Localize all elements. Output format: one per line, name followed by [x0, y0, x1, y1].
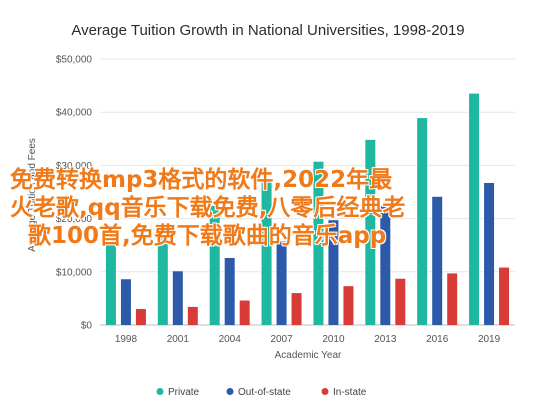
y-tick-label: $30,000 [56, 161, 93, 172]
bars [105, 93, 510, 325]
y-tick-label: $20,000 [56, 214, 93, 225]
bar-in-state [187, 306, 198, 325]
x-tick-label: 2004 [219, 334, 242, 345]
x-tick-label: 2016 [426, 334, 449, 345]
bar-private [157, 226, 168, 325]
overlay-line-3: 歌100首,免费下载歌曲的音乐app [28, 223, 387, 249]
bar-out-of-state [120, 279, 131, 325]
legend-marker [226, 388, 234, 395]
bar-in-state [291, 293, 302, 325]
bar-out-of-state [328, 220, 339, 325]
y-tick-label: $0 [81, 321, 93, 332]
legend: Private Out-of-state In-state [156, 387, 367, 398]
bar-out-of-state [172, 271, 183, 325]
bar-private [417, 118, 428, 325]
bar-out-of-state [484, 182, 495, 325]
x-tick-label: 2001 [167, 334, 190, 345]
bar-private [313, 161, 324, 325]
y-axis-title: Average Tuition and Fees [27, 138, 38, 252]
gridlines [100, 58, 515, 326]
legend-label: In-state [333, 387, 367, 398]
bar-private [261, 182, 272, 325]
bar-in-state [447, 273, 458, 325]
bar-in-state [135, 309, 146, 325]
bar-in-state [343, 286, 354, 325]
legend-marker [321, 388, 329, 395]
y-tick-label: $40,000 [56, 108, 93, 119]
bar-out-of-state [380, 206, 391, 325]
bar-out-of-state [432, 196, 443, 325]
bar-out-of-state [276, 241, 287, 325]
overlay-line-2: 火老歌,qq音乐下载免费,八零后经典老 [10, 195, 406, 221]
bar-out-of-state [224, 257, 235, 325]
bar-private [209, 205, 220, 325]
chart-title: Average Tuition Growth in National Unive… [71, 22, 464, 39]
watermark-overlay-text: 免费转换mp3格式的软件,2022年最 火老歌,qq音乐下载免费,八零后经典老 … [0, 166, 550, 250]
bar-in-state [499, 267, 510, 325]
y-tick-label: $10,000 [56, 267, 93, 278]
x-tick-label: 1998 [115, 334, 138, 345]
x-tick-label: 2010 [322, 334, 345, 345]
x-tick-label: 2007 [270, 334, 293, 345]
bar-private [105, 233, 116, 325]
bar-in-state [395, 278, 406, 325]
y-tick-label: $50,000 [56, 55, 93, 66]
y-axis-ticks: $0 $10,000 $20,000 $30,000 $40,000 $50,000 [56, 55, 93, 332]
bar-private [365, 139, 376, 325]
legend-label: Out-of-state [238, 387, 291, 398]
legend-label: Private [168, 387, 200, 398]
x-axis-title: Academic Year [275, 350, 342, 361]
x-tick-label: 2013 [374, 334, 397, 345]
bar-in-state [239, 300, 250, 325]
legend-marker [156, 388, 164, 395]
overlay-line-1: 免费转换mp3格式的软件,2022年最 [10, 167, 393, 193]
bar-private [469, 93, 480, 325]
x-axis-ticks: 1998 2001 2004 2007 2010 2013 2016 2019 [115, 334, 501, 345]
x-tick-label: 2019 [478, 334, 501, 345]
